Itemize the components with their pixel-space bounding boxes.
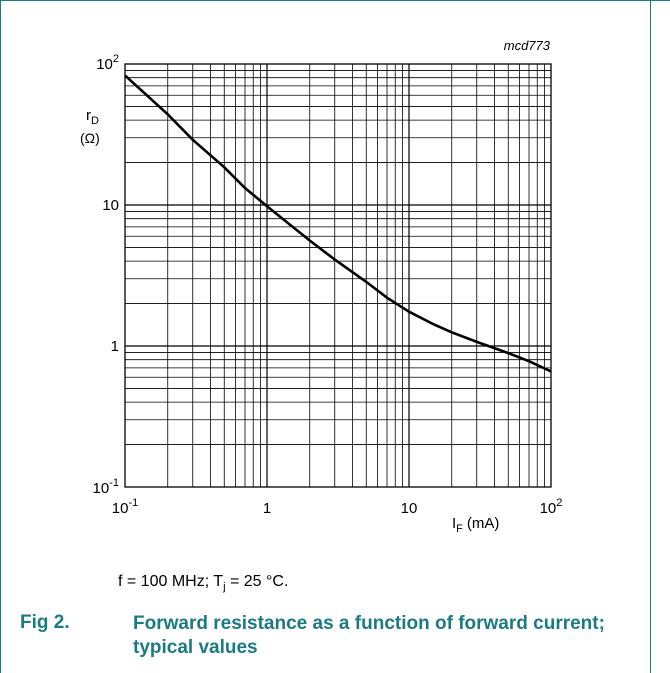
frame-left-border <box>0 0 1 673</box>
xlabel-unit: (mA) <box>467 515 500 532</box>
x-tick-label: 1 <box>263 500 271 517</box>
figure-number: Fig 2. <box>20 612 70 633</box>
figure-caption: Forward resistance as a function of forw… <box>133 613 605 658</box>
x-tick-label: 10 <box>401 500 418 517</box>
chart-code-label: mcd773 <box>504 38 551 53</box>
series-line <box>124 74 552 373</box>
test-conditions-note: f = 100 MHz; Tj = 25 °C. <box>118 573 289 594</box>
x-axis-label: IF (mA) <box>452 515 499 535</box>
y-tick-label: 10-1 <box>93 477 119 497</box>
grid-layer <box>125 64 551 487</box>
svg-text:rD: rD <box>86 107 99 127</box>
plot-frame <box>124 63 552 488</box>
y-axis-label: rD (Ω) <box>80 107 100 146</box>
xlabel-symbol: I <box>452 515 456 532</box>
xlabel-sub: F <box>456 523 463 535</box>
y-tick-label: 10 <box>102 197 119 214</box>
ylabel-unit: (Ω) <box>80 130 100 146</box>
ylabel-symbol: r <box>86 107 91 124</box>
frame-top-border <box>0 0 670 1</box>
y-tick-label: 102 <box>96 53 119 73</box>
tick-labels: 10-1 1 10 102 102 10 1 10-1 <box>93 53 563 517</box>
forward-resistance-chart: 10-1 1 10 102 102 10 1 10-1 mcd773 rD (Ω) IF (mA… <box>80 38 563 535</box>
ylabel-sub: D <box>91 115 99 127</box>
x-tick-label: 102 <box>540 497 563 517</box>
y-tick-label: 1 <box>111 338 119 355</box>
svg-text:IF(mA): IF (mA) <box>452 515 499 535</box>
x-tick-label: 10-1 <box>112 497 138 517</box>
frame-right-border <box>650 0 651 673</box>
